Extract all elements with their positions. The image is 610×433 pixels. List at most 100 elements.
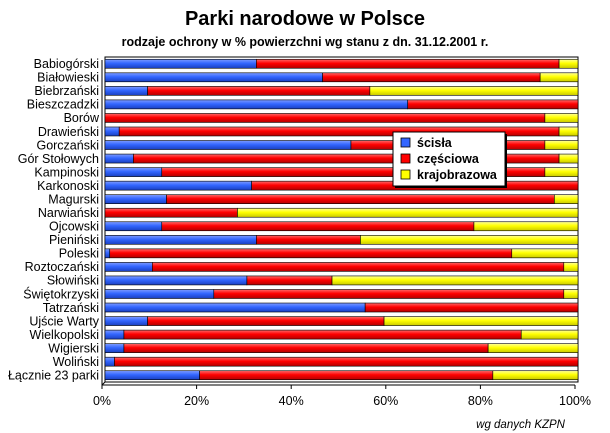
bar-scisla [104,316,148,326]
bar-czesciowa [364,302,579,313]
category-label: Ojcowski [49,220,99,234]
bar-scisla [104,72,323,83]
bar-scisla [104,248,111,259]
bar-czesciowa [104,207,238,218]
bar-scisla [104,140,352,150]
bar-scisla [104,126,120,137]
bar-krajobrazowa [360,235,579,245]
bar-krajobrazowa [558,153,579,164]
category-labels: BabiogórskiBiałowieskiBiebrzańskiBieszcz… [8,57,100,382]
x-tick-label: 60% [373,394,398,408]
bar-krajobrazowa [544,113,579,123]
bar-krajobrazowa [563,289,579,299]
legend: ścisła częściowa krajobrazowa [392,131,507,188]
legend-label: częściowa [417,152,480,166]
bar-krajobrazowa [520,329,579,340]
category-label: Wigierski [48,341,99,355]
axis-corner-line [101,381,106,386]
bar-krajobrazowa [331,275,579,286]
bar-krajobrazowa [558,58,579,69]
bar-czesciowa [104,113,546,123]
bar-krajobrazowa [539,72,579,83]
plot-border [104,56,579,383]
category-label: Ujście Warty [29,314,99,328]
bar-scisla [104,262,153,272]
bar-scisla [104,153,134,164]
bar-czesciowa [152,262,565,272]
bar-scisla [104,302,366,313]
category-label: Poleski [59,247,99,261]
bar-czesciowa [147,316,385,326]
bar-czesciowa [114,356,579,367]
bar-czesciowa [123,329,522,340]
bar-scisla [104,275,248,286]
bar-czesciowa [246,275,333,286]
category-label: Słowiński [47,274,99,288]
category-label: Narwiański [38,206,99,220]
legend-label: krajobrazowa [417,168,498,182]
category-label: Świętokrzyski [23,286,99,301]
bar-krajobrazowa [544,140,579,150]
bar-scisla [104,356,115,367]
bar-czesciowa [123,343,489,353]
bar-scisla [104,343,125,353]
category-label: Biebrzański [34,84,99,98]
chart-title: Parki narodowe w Polsce [185,8,425,30]
x-axis: 0% 20% 40% 60% 80% 100% [93,385,591,408]
bar-scisla [104,221,163,232]
bar-czesciowa [256,235,361,245]
category-label: Tatrzański [43,301,99,315]
category-label: Woliński [53,355,99,369]
category-label: Pieniński [49,233,99,247]
category-label: Roztoczański [25,260,99,274]
legend-swatch [400,153,411,164]
category-label: Wielkopolski [30,328,99,342]
bar-scisla [104,180,252,191]
bar-scisla [104,370,200,381]
x-tick-label: 20% [184,394,209,408]
bar-scisla [104,194,167,204]
bar-krajobrazowa [369,86,579,96]
x-tick-label: 100% [559,394,591,408]
legend-swatch [400,137,411,148]
x-tick-label: 80% [468,394,493,408]
bar-krajobrazowa [237,207,579,218]
bar-czesciowa [322,72,541,83]
x-tick-label: 0% [93,394,111,408]
legend-swatch [400,169,411,180]
bar-krajobrazowa [492,370,579,381]
bar-krajobrazowa [383,316,579,326]
legend-label: ścisła [417,136,453,150]
bar-czesciowa [109,248,513,259]
x-tick-label: 40% [279,394,304,408]
bar-scisla [104,329,125,340]
category-label: Kampinoski [34,165,99,179]
category-label: Gorczański [36,138,99,152]
bar-krajobrazowa [558,126,579,137]
bar-scisla [104,235,257,245]
category-label: Magurski [48,192,99,206]
category-label: Borów [64,111,100,125]
bar-czesciowa [147,86,371,96]
bar-czesciowa [256,58,560,69]
bar-scisla [104,58,257,69]
bar-scisla [104,99,409,110]
plot-area [101,56,579,386]
category-label: Babiogórski [34,57,99,71]
category-label: Gór Stołowych [18,152,99,166]
bar-czesciowa [166,194,555,204]
bar-krajobrazowa [563,262,579,272]
legend-box [392,131,506,187]
bar-czesciowa [213,289,565,299]
bar-krajobrazowa [473,221,579,232]
bar-krajobrazowa [487,343,579,353]
category-label: Łącznie 23 parki [8,369,99,383]
bar-scisla [104,86,148,96]
bar-czesciowa [161,221,475,232]
source-note: wg danych KZPN [476,419,566,431]
category-label: Drawieński [38,125,99,139]
category-label: Karkonoski [37,179,99,193]
bar-czesciowa [407,99,579,110]
chart-subtitle: rodzaje ochrony w % powierzchni wg stanu… [122,35,489,49]
